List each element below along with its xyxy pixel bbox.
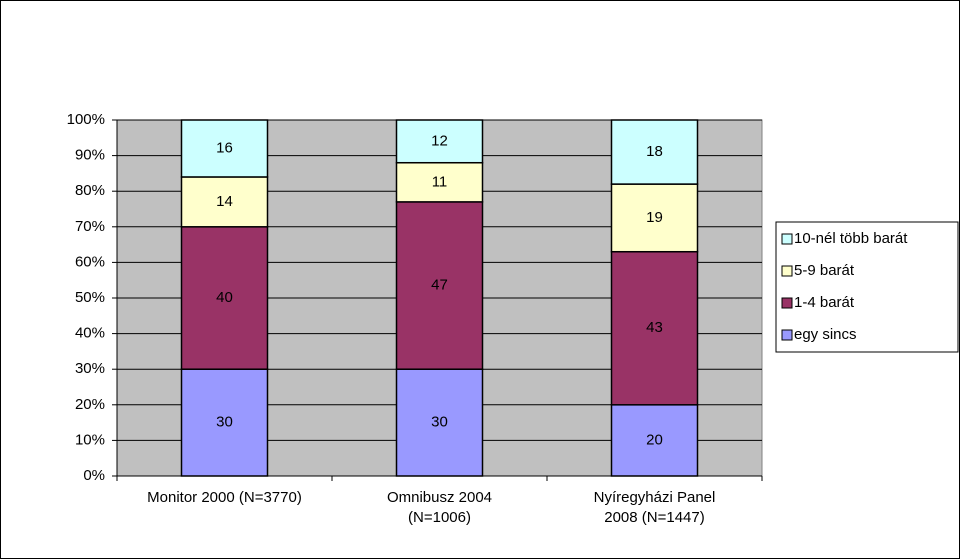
legend-swatch: [781, 329, 793, 341]
data-label: 19: [646, 209, 663, 226]
y-tick-label: 0%: [83, 467, 105, 484]
data-label: 16: [216, 139, 233, 156]
data-label: 30: [216, 414, 233, 431]
legend-swatch: [781, 265, 793, 277]
legend-label: egy sincs: [794, 326, 857, 343]
legend-label: 5-9 barát: [794, 262, 855, 279]
data-label: 12: [431, 132, 448, 149]
bar-segment: [395, 201, 484, 370]
legend-label: 1-4 barát: [794, 294, 855, 311]
legend-label: 10-nél több barát: [794, 230, 908, 247]
bar-segment: [610, 183, 699, 253]
y-tick-label: 30%: [75, 360, 105, 377]
bar-segment: [395, 368, 484, 477]
x-tick-label: Omnibusz 2004 (N=1006): [386, 489, 493, 526]
data-label: 30: [431, 414, 448, 431]
bar-segment: [180, 368, 269, 477]
data-label: 43: [646, 319, 663, 336]
data-label: 18: [646, 143, 663, 160]
data-label: 47: [431, 277, 448, 294]
y-tick-label: 90%: [75, 147, 105, 164]
y-tick-label: 10%: [75, 431, 105, 448]
bar-segment: [395, 161, 484, 203]
bar-segment: [610, 404, 699, 477]
data-label: 11: [432, 173, 448, 190]
bar-segment: [610, 250, 699, 406]
x-tick-label: Monitor 2000 (N=3770): [147, 489, 302, 506]
bar-segment: [395, 119, 484, 164]
data-label: 20: [646, 431, 663, 448]
y-tick-label: 80%: [75, 182, 105, 199]
y-tick-label: 50%: [75, 289, 105, 306]
bar-segment: [610, 119, 699, 185]
data-label: 14: [216, 193, 233, 210]
legend-swatch: [781, 233, 793, 245]
y-tick-label: 60%: [75, 253, 105, 270]
y-tick-label: 20%: [75, 396, 105, 413]
y-tick-label: 100%: [67, 111, 105, 128]
x-tick-label: Nyíregyházi Panel 2008 (N=1447): [593, 489, 716, 526]
bar-segment: [180, 119, 269, 178]
data-label: 40: [216, 289, 233, 306]
y-tick-label: 40%: [75, 325, 105, 342]
legend-swatch: [781, 297, 793, 309]
bar-segment: [180, 176, 269, 228]
y-tick-label: 70%: [75, 218, 105, 235]
legend-box: [775, 221, 959, 353]
